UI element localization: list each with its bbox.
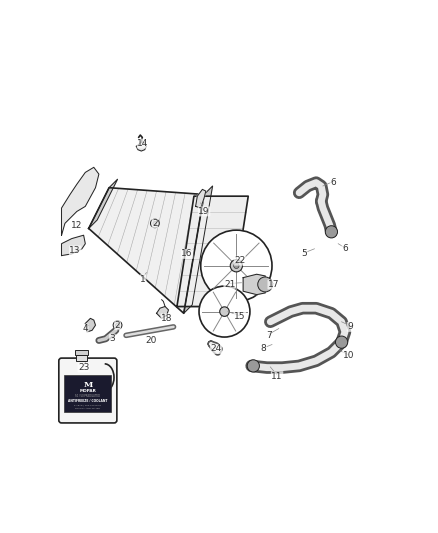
Text: 5: 5 xyxy=(301,249,307,259)
Text: 2: 2 xyxy=(152,219,158,228)
Text: 16: 16 xyxy=(181,249,193,259)
Circle shape xyxy=(151,219,159,228)
Polygon shape xyxy=(61,167,99,235)
Circle shape xyxy=(258,277,273,292)
Text: 21: 21 xyxy=(224,280,235,289)
Text: 18: 18 xyxy=(161,314,173,323)
Text: 12: 12 xyxy=(71,221,82,230)
Bar xyxy=(64,375,111,411)
Circle shape xyxy=(153,221,157,225)
FancyBboxPatch shape xyxy=(59,358,117,423)
Polygon shape xyxy=(85,318,95,332)
Polygon shape xyxy=(184,186,212,313)
Circle shape xyxy=(201,230,272,302)
Circle shape xyxy=(233,263,239,269)
Bar xyxy=(75,350,88,354)
Text: 2: 2 xyxy=(115,321,120,330)
Circle shape xyxy=(220,307,229,317)
Polygon shape xyxy=(136,142,146,151)
Text: 10: 10 xyxy=(343,351,354,360)
Text: 15: 15 xyxy=(234,312,246,321)
Text: 50 / 50 PREDILUTED: 50 / 50 PREDILUTED xyxy=(75,394,100,398)
Text: 6: 6 xyxy=(342,244,348,253)
Polygon shape xyxy=(196,189,206,208)
Text: 24: 24 xyxy=(210,344,222,353)
Polygon shape xyxy=(243,274,265,295)
Text: 23: 23 xyxy=(78,363,89,372)
Text: 4: 4 xyxy=(82,324,88,333)
Circle shape xyxy=(325,225,338,238)
Text: 11: 11 xyxy=(271,372,283,381)
Text: 5 YEAR / 150,000 MILE: 5 YEAR / 150,000 MILE xyxy=(74,404,101,406)
Text: ANTIFREEZE / COOLANT: ANTIFREEZE / COOLANT xyxy=(68,399,108,403)
Text: 9: 9 xyxy=(347,322,353,332)
Bar xyxy=(76,354,87,361)
Circle shape xyxy=(247,360,259,372)
Circle shape xyxy=(116,323,120,327)
Text: 6: 6 xyxy=(330,178,336,187)
Text: 1: 1 xyxy=(140,275,146,284)
Text: 22: 22 xyxy=(234,256,245,265)
Text: 20: 20 xyxy=(146,336,157,345)
Circle shape xyxy=(199,286,250,337)
Circle shape xyxy=(113,321,122,329)
Polygon shape xyxy=(88,188,204,313)
Polygon shape xyxy=(156,306,169,318)
Polygon shape xyxy=(88,179,117,229)
Text: MOPAR: MOPAR xyxy=(79,390,96,393)
Text: 13: 13 xyxy=(69,246,81,255)
Polygon shape xyxy=(177,196,248,306)
Text: 19: 19 xyxy=(198,207,210,216)
Text: M: M xyxy=(83,381,92,389)
Text: 14: 14 xyxy=(138,139,148,148)
Circle shape xyxy=(230,260,243,272)
Text: 3: 3 xyxy=(110,334,115,343)
Text: 7: 7 xyxy=(266,331,272,340)
Circle shape xyxy=(336,336,348,348)
Text: DO NOT ADD WATER: DO NOT ADD WATER xyxy=(75,407,100,409)
Polygon shape xyxy=(61,235,85,256)
Text: 8: 8 xyxy=(261,344,266,353)
Text: 17: 17 xyxy=(268,280,279,289)
